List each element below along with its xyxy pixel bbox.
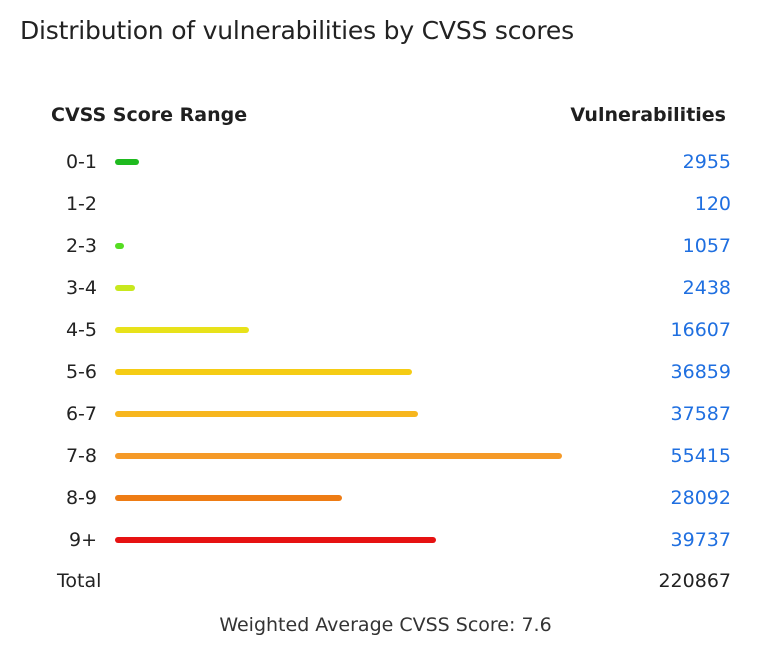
- range-label: 3-4: [65, 277, 97, 299]
- bar-2-3: [115, 243, 124, 249]
- bar-track: [115, 327, 562, 333]
- bar-8-9: [115, 495, 342, 501]
- vulnerability-count-link[interactable]: 2438: [682, 277, 731, 299]
- range-label: 5-6: [65, 361, 97, 383]
- weighted-average-label: Weighted Average CVSS Score:: [219, 614, 522, 636]
- chart-row-0-1: 0-1 2955: [0, 141, 771, 183]
- bar-track: [115, 537, 562, 543]
- bar-track: [115, 411, 562, 417]
- bar-track: [115, 201, 562, 207]
- range-label: 9+: [68, 529, 97, 551]
- total-label: Total: [57, 570, 102, 592]
- weighted-average-value: 7.6: [521, 614, 552, 636]
- bar-4-5: [115, 327, 249, 333]
- column-header-range: CVSS Score Range: [51, 104, 248, 126]
- chart-row-9+: 9+ 39737: [0, 519, 771, 561]
- range-label: 6-7: [65, 403, 97, 425]
- weighted-average: Weighted Average CVSS Score: 7.6: [0, 614, 771, 636]
- range-label: 7-8: [65, 445, 97, 467]
- range-label: 0-1: [65, 151, 97, 173]
- range-label: 1-2: [65, 193, 97, 215]
- vulnerability-count-link[interactable]: 37587: [670, 403, 731, 425]
- vulnerability-count-link[interactable]: 55415: [670, 445, 731, 467]
- bar-track: [115, 159, 562, 165]
- bar-track: [115, 243, 562, 249]
- vulnerability-count-link[interactable]: 39737: [670, 529, 731, 551]
- vulnerability-count-link[interactable]: 1057: [682, 235, 731, 257]
- range-label: 8-9: [65, 487, 97, 509]
- bar-6-7: [115, 411, 419, 417]
- chart-row-1-2: 1-2 120: [0, 183, 771, 225]
- chart-row-6-7: 6-7 37587: [0, 393, 771, 435]
- bar-track: [115, 453, 562, 459]
- chart-row-3-4: 3-4 2438: [0, 267, 771, 309]
- vulnerability-count-link[interactable]: 16607: [670, 319, 731, 341]
- bar-track: [115, 285, 562, 291]
- vulnerability-count-link[interactable]: 36859: [670, 361, 731, 383]
- vulnerability-count-link[interactable]: 2955: [682, 151, 731, 173]
- vulnerability-count-link[interactable]: 120: [694, 193, 731, 215]
- bar-track: [115, 495, 562, 501]
- total-value: 220867: [658, 570, 731, 592]
- chart-row-4-5: 4-5 16607: [0, 309, 771, 351]
- chart-row-7-8: 7-8 55415: [0, 435, 771, 477]
- bar-5-6: [115, 369, 413, 375]
- column-header-vulnerabilities: Vulnerabilities: [570, 104, 726, 126]
- bar-0-1: [115, 159, 139, 165]
- chart-title: Distribution of vulnerabilities by CVSS …: [20, 16, 574, 45]
- chart-row-8-9: 8-9 28092: [0, 477, 771, 519]
- chart-row-2-3: 2-3 1057: [0, 225, 771, 267]
- vulnerability-count-link[interactable]: 28092: [670, 487, 731, 509]
- range-label: 4-5: [65, 319, 97, 341]
- bar-9+: [115, 537, 436, 543]
- bar-3-4: [115, 285, 135, 291]
- chart-row-5-6: 5-6 36859: [0, 351, 771, 393]
- bar-track: [115, 369, 562, 375]
- range-label: 2-3: [65, 235, 97, 257]
- bar-7-8: [115, 453, 562, 459]
